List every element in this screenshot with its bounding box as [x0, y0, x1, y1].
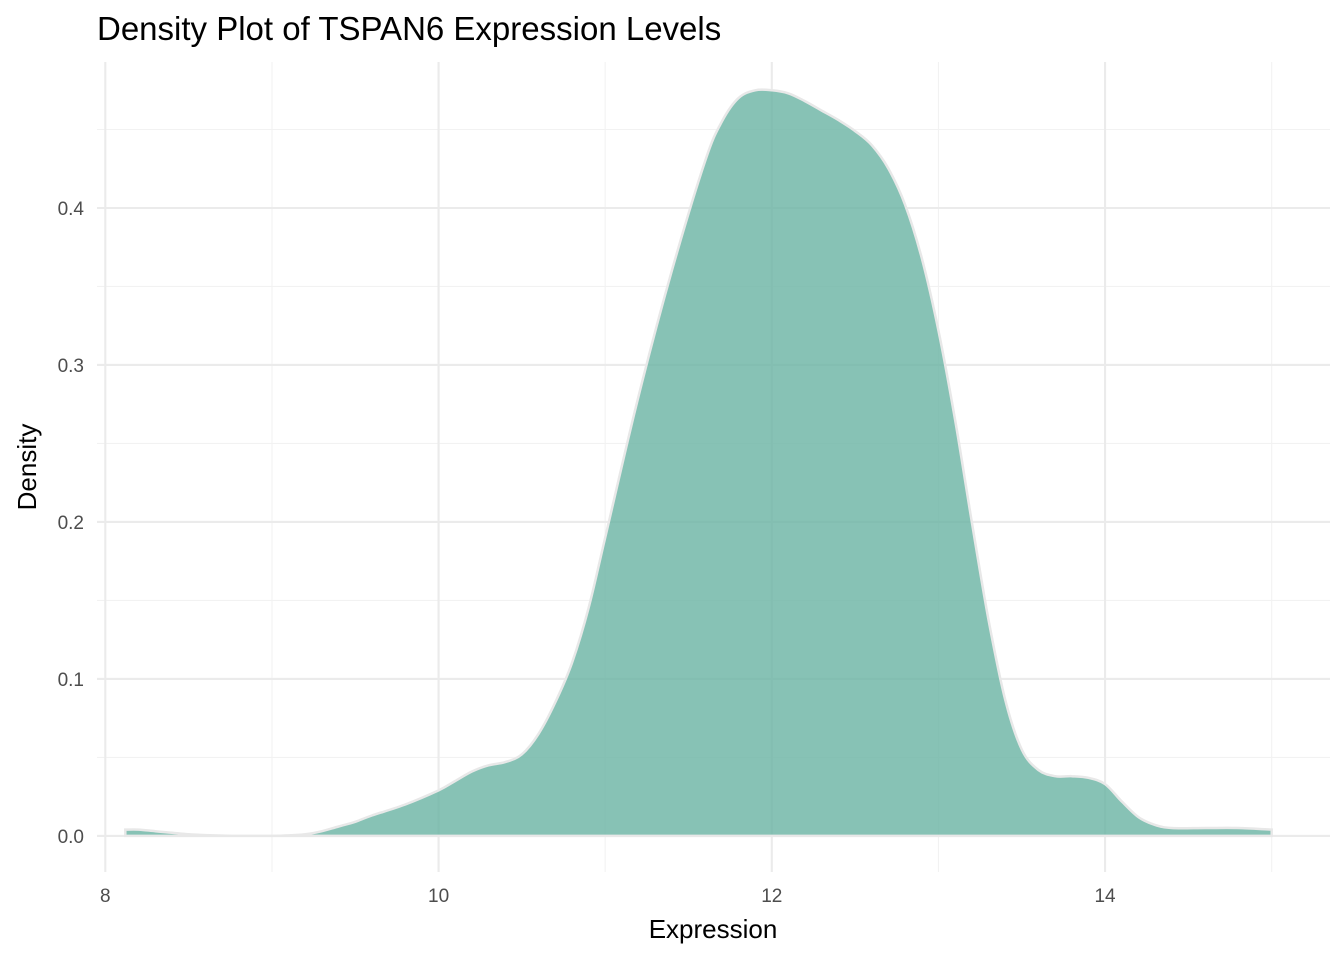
y-tick-label: 0.2	[58, 513, 84, 534]
x-tick-label: 14	[1094, 886, 1116, 907]
y-tick-label: 0.1	[58, 670, 84, 691]
y-axis-ticks: 0.0 0.1 0.2 0.3 0.4	[58, 199, 85, 848]
x-axis-ticks: 8 10 12 14	[100, 886, 1116, 907]
density-area	[124, 88, 1273, 838]
x-tick-label: 10	[428, 886, 449, 907]
y-tick-label: 0.4	[58, 199, 85, 220]
x-tick-label: 12	[761, 886, 782, 907]
y-axis-title: Density	[12, 424, 42, 511]
x-axis-title: Expression	[649, 914, 778, 944]
y-tick-label: 0.0	[58, 827, 84, 848]
chart-title: Density Plot of TSPAN6 Expression Levels	[97, 10, 721, 47]
y-tick-label: 0.3	[58, 356, 84, 377]
x-tick-label: 8	[100, 886, 111, 907]
